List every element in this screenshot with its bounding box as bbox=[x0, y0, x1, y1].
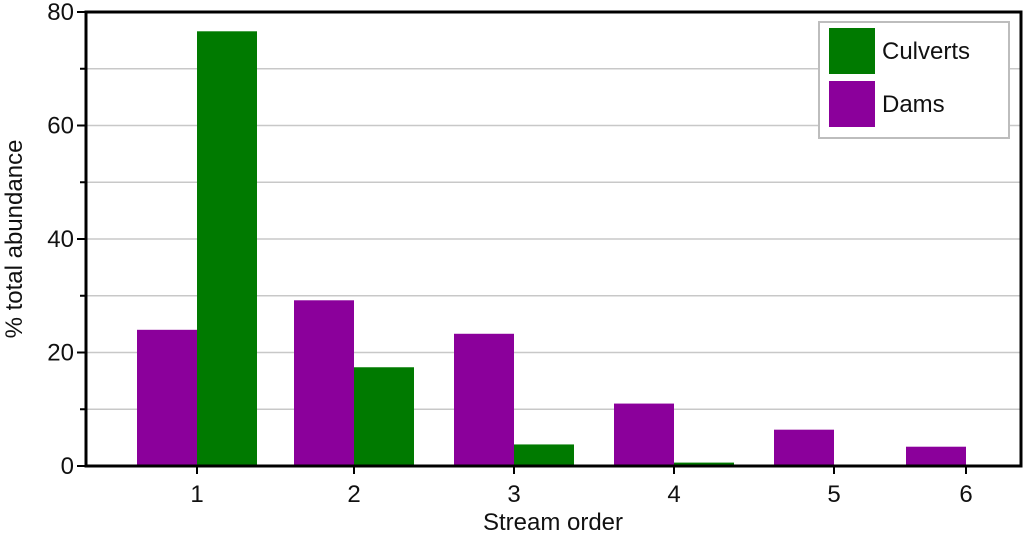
y-ticks: 0 20 40 60 80 bbox=[47, 0, 86, 480]
x-tick-label: 4 bbox=[667, 481, 680, 508]
bar-culverts-2 bbox=[354, 367, 414, 466]
bar-culverts-3 bbox=[514, 444, 574, 466]
bar-dams-2 bbox=[294, 300, 354, 466]
x-tick-label: 3 bbox=[507, 481, 520, 508]
bar-dams-1 bbox=[137, 329, 197, 466]
bar-dams-5 bbox=[774, 429, 834, 466]
bar-dams-3 bbox=[454, 333, 514, 466]
legend-swatch-dams bbox=[829, 81, 875, 127]
x-axis-label: Stream order bbox=[483, 509, 623, 533]
bars bbox=[137, 31, 966, 466]
bar-dams-6 bbox=[906, 446, 966, 466]
legend: Culverts Dams bbox=[818, 21, 1010, 139]
bar-culverts-4 bbox=[674, 462, 734, 466]
x-ticks: 1 2 3 4 5 6 bbox=[190, 466, 973, 508]
y-axis-label: % total abundance bbox=[1, 140, 28, 339]
x-tick-label: 6 bbox=[959, 481, 972, 508]
y-tick-label: 80 bbox=[47, 0, 74, 26]
legend-swatch-culverts bbox=[829, 28, 875, 74]
x-tick-label: 2 bbox=[347, 481, 360, 508]
legend-label-culverts: Culverts bbox=[882, 38, 970, 65]
y-tick-label: 40 bbox=[47, 226, 74, 253]
y-tick-label: 0 bbox=[61, 453, 74, 480]
legend-label-dams: Dams bbox=[882, 91, 945, 118]
x-tick-label: 5 bbox=[827, 481, 840, 508]
bar-dams-4 bbox=[614, 403, 674, 466]
x-tick-label: 1 bbox=[190, 481, 203, 508]
bar-culverts-1 bbox=[197, 31, 257, 466]
y-tick-label: 20 bbox=[47, 340, 74, 367]
y-tick-label: 60 bbox=[47, 113, 74, 140]
